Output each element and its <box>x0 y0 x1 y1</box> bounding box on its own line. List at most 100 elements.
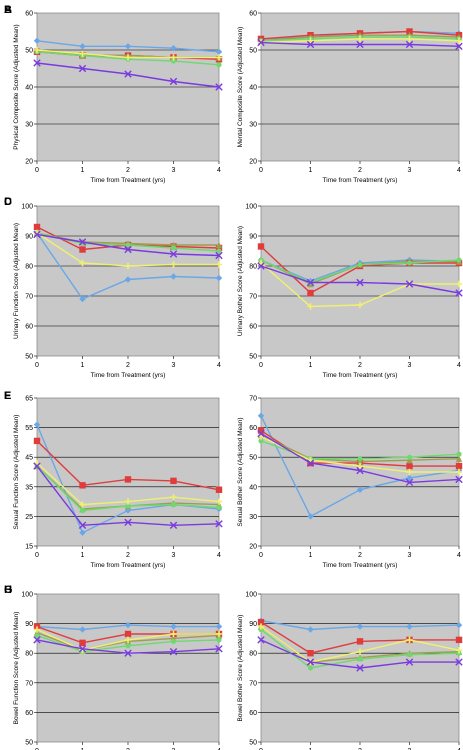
panel-letter-f: F <box>4 390 11 402</box>
data-point-h-5-2 <box>356 664 364 672</box>
data-point-d-1-0 <box>257 243 265 250</box>
x-tick-label-e-2: 2 <box>126 552 130 559</box>
data-point-g-0-3 <box>170 623 177 630</box>
data-point-f-3-0 <box>258 438 264 444</box>
data-point-e-0-0 <box>33 421 41 428</box>
y-tick-label-f-1: 30 <box>249 514 257 521</box>
x-tick-label-f-1: 1 <box>309 552 313 559</box>
data-point-a-4-0 <box>33 46 41 54</box>
data-point-e-1-3 <box>170 477 177 485</box>
series-e-5 <box>33 462 223 529</box>
data-point-g-0-2 <box>124 621 132 629</box>
data-point-d-5-2 <box>356 278 364 287</box>
data-point-c-0-2 <box>124 276 132 283</box>
y-axis-label-f: Sexual Bother Score (Adjusted Mean) <box>237 417 244 526</box>
x-tick-label-a-4: 4 <box>217 167 221 174</box>
data-point-a-4-2 <box>124 54 132 61</box>
x-axis-label-e: Time from Treatment (yrs) <box>91 562 166 569</box>
data-point-g-4-3 <box>170 630 177 638</box>
y-tick-label-d-2: 70 <box>249 294 257 301</box>
data-point-g-4-2 <box>124 636 132 644</box>
data-point-d-4-2 <box>356 301 364 309</box>
data-point-h-4-2 <box>356 648 364 655</box>
data-point-f-1-0 <box>257 427 265 434</box>
data-point-a-4-4 <box>215 54 223 61</box>
x-tick-label-g-1: 1 <box>81 748 85 750</box>
y-tick-label-e-3: 45 <box>25 455 33 462</box>
data-point-c-5-4 <box>215 251 223 260</box>
x-tick-label-b-1: 1 <box>309 167 313 174</box>
panel-letter-h: H <box>4 584 12 596</box>
x-tick-label-b-3: 3 <box>408 167 412 174</box>
y-tick-label-g-2: 70 <box>25 680 33 687</box>
y-tick-label-h-4: 90 <box>249 621 257 628</box>
panel-letter-g: G <box>4 584 13 596</box>
series-c-0 <box>33 229 223 303</box>
x-tick-label-f-0: 0 <box>259 552 263 559</box>
data-point-c-1-1 <box>79 246 86 253</box>
data-point-g-4-0 <box>33 626 41 633</box>
x-tick-label-h-3: 3 <box>408 748 412 750</box>
x-tick-label-e-3: 3 <box>172 552 176 559</box>
y-tick-label-h-3: 80 <box>249 651 257 658</box>
data-point-e-4-1 <box>79 501 86 508</box>
y-tick-label-d-5: 100 <box>245 204 257 211</box>
data-point-f-3-4 <box>456 451 462 457</box>
data-point-a-0-1 <box>79 43 86 50</box>
data-point-b-4-4 <box>455 37 463 44</box>
y-tick-label-d-3: 80 <box>249 264 257 271</box>
data-point-f-0-2 <box>356 486 364 493</box>
y-axis-label-g: Bowel Function Score (Adjusted Mean) <box>13 612 20 725</box>
data-point-e-5-4 <box>215 520 223 528</box>
data-point-g-3-4 <box>216 637 222 643</box>
data-point-f-3-3 <box>406 454 413 460</box>
data-point-f-4-2 <box>356 462 364 470</box>
data-point-e-3-2 <box>125 503 131 509</box>
y-axis-label-d: Urinary Bother Score (Adjusted Mean) <box>237 226 244 336</box>
x-tick-label-g-4: 4 <box>217 748 221 750</box>
series-c-4 <box>33 229 223 270</box>
y-tick-label-b-1: 30 <box>249 122 257 129</box>
data-point-c-3-2 <box>125 242 131 248</box>
y-tick-label-c-0: 50 <box>25 354 33 361</box>
y-tick-label-h-2: 70 <box>249 680 257 687</box>
data-point-d-5-3 <box>405 280 414 288</box>
data-point-c-3-4 <box>216 248 222 254</box>
data-point-e-1-1 <box>79 482 86 489</box>
data-point-f-5-2 <box>356 466 364 475</box>
x-axis-label-b: Time from Treatment (yrs) <box>323 177 398 184</box>
data-point-d-5-0 <box>257 262 265 270</box>
y-tick-label-b-0: 20 <box>249 159 257 166</box>
data-point-c-4-3 <box>170 261 177 268</box>
data-point-h-0-4 <box>455 621 463 629</box>
x-tick-label-e-4: 4 <box>217 552 221 559</box>
x-tick-label-e-1: 1 <box>81 552 85 559</box>
x-tick-label-d-2: 2 <box>358 362 362 369</box>
data-point-h-3-1 <box>307 665 314 671</box>
y-axis-label-c: Urinary Function Score (Adjusted Mean) <box>13 223 20 339</box>
data-point-h-1-0 <box>257 618 265 626</box>
data-point-h-5-1 <box>306 658 315 666</box>
y-tick-label-h-1: 60 <box>249 710 257 717</box>
y-tick-label-e-5: 65 <box>25 396 33 403</box>
data-point-d-4-1 <box>307 303 314 310</box>
series-e-1 <box>33 437 223 493</box>
data-point-d-5-4 <box>455 289 463 297</box>
data-point-h-1-1 <box>307 650 314 657</box>
data-point-d-4-4 <box>455 280 463 288</box>
y-tick-label-e-2: 35 <box>25 484 33 491</box>
data-point-g-0-1 <box>79 626 86 633</box>
panel-c: C 50 60 70 80 90 100 0 1 2 3 4 Time from Treatment (… <box>4 196 223 379</box>
x-tick-label-a-1: 1 <box>81 167 85 174</box>
panel-letter-e: E <box>4 390 11 402</box>
data-point-a-0-2 <box>124 43 132 50</box>
data-point-b-1-3 <box>406 28 413 35</box>
data-point-g-5-4 <box>215 645 223 653</box>
data-point-f-0-1 <box>307 513 314 520</box>
x-tick-label-h-2: 2 <box>358 748 362 750</box>
panel-d: D 50 60 70 80 90 100 0 1 2 3 4 Time from Treatment (… <box>4 196 463 379</box>
data-point-a-5-3 <box>169 77 178 86</box>
data-point-g-3-2 <box>125 643 131 649</box>
